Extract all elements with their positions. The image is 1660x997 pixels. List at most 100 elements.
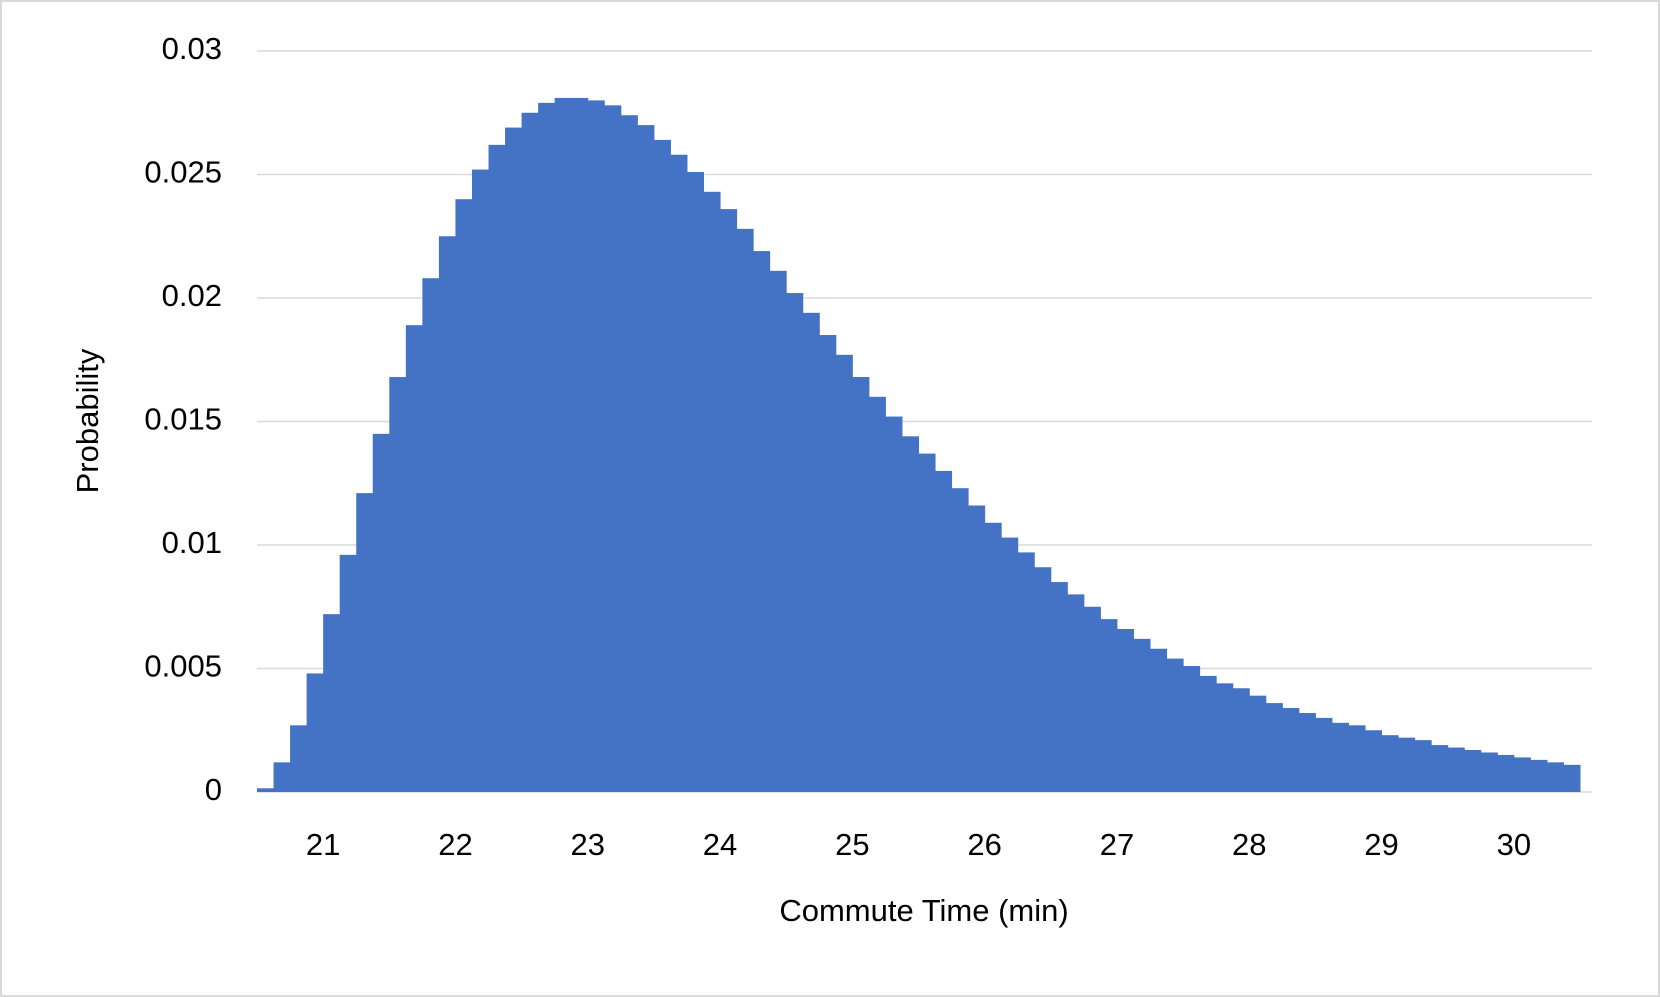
bar	[1199, 675, 1217, 792]
bar	[1530, 759, 1548, 792]
bar	[323, 614, 341, 792]
x-tick-label: 21	[306, 827, 340, 862]
bar	[587, 100, 605, 792]
bar	[290, 725, 308, 792]
x-tick-label: 26	[967, 827, 1001, 862]
bar	[1083, 606, 1101, 792]
bar	[637, 125, 655, 793]
x-axis-title: Commute Time (min)	[779, 893, 1068, 928]
bar	[1497, 754, 1515, 792]
bar	[1166, 658, 1184, 792]
bar	[356, 493, 374, 792]
x-tick-label: 23	[571, 827, 605, 862]
bar	[1067, 594, 1085, 792]
bar	[935, 470, 953, 792]
bar	[852, 377, 870, 792]
bar	[819, 335, 837, 792]
y-tick-label: 0	[205, 772, 222, 807]
bar	[1563, 764, 1581, 792]
bar	[753, 251, 771, 792]
bar	[1249, 695, 1267, 792]
bar	[488, 144, 506, 793]
bar	[1216, 683, 1234, 792]
bar	[1331, 722, 1349, 792]
bar	[405, 325, 423, 792]
bar	[1282, 708, 1300, 792]
bar	[306, 673, 324, 792]
bar	[1365, 730, 1383, 792]
bar	[1315, 717, 1333, 792]
y-axis-title: Probability	[70, 348, 105, 493]
x-tick-label: 29	[1364, 827, 1398, 862]
bar	[1034, 567, 1052, 792]
x-tick-label: 25	[835, 827, 869, 862]
y-tick-label: 0.005	[144, 649, 222, 684]
bar	[1232, 688, 1250, 792]
x-tick-label: 30	[1497, 827, 1531, 862]
bar	[620, 115, 638, 793]
bar	[868, 396, 886, 792]
bar	[1546, 762, 1564, 792]
bar	[273, 762, 291, 792]
bar	[1150, 648, 1168, 792]
bar	[918, 453, 936, 792]
bar	[1381, 735, 1399, 792]
bar	[802, 312, 820, 792]
bar	[720, 209, 738, 792]
bar	[422, 278, 440, 792]
bar	[1480, 752, 1498, 792]
bar	[769, 270, 787, 793]
bar	[1414, 740, 1432, 792]
bar	[653, 139, 671, 793]
bar	[372, 433, 390, 792]
bar	[670, 154, 688, 793]
bar	[968, 505, 986, 792]
bar	[736, 228, 754, 793]
bar	[505, 127, 523, 792]
bar	[389, 377, 407, 792]
bar	[1464, 750, 1482, 792]
bar	[786, 293, 804, 792]
bar	[1431, 745, 1449, 792]
bar	[984, 522, 1002, 792]
y-tick-label: 0.03	[162, 31, 222, 66]
bar	[1100, 619, 1118, 792]
bar	[554, 97, 572, 793]
bar	[471, 169, 490, 792]
bar	[339, 554, 357, 792]
bar	[1116, 628, 1134, 792]
bar	[885, 416, 903, 792]
bar	[1298, 712, 1316, 792]
y-tick-label: 0.02	[162, 278, 222, 313]
bar	[703, 191, 721, 793]
bar	[951, 488, 969, 792]
bar	[1265, 703, 1283, 792]
bar	[1447, 747, 1465, 792]
bar	[1183, 666, 1201, 792]
bar	[571, 97, 589, 793]
x-tick-label: 28	[1232, 827, 1266, 862]
y-tick-label: 0.015	[144, 402, 222, 437]
bar	[604, 105, 622, 793]
bar	[521, 112, 539, 792]
y-tick-label: 0.025	[144, 155, 222, 190]
bar	[1513, 757, 1531, 792]
y-tick-label: 0.01	[162, 525, 222, 560]
bar	[1001, 537, 1019, 792]
bar	[538, 102, 556, 793]
bar	[901, 436, 919, 792]
bar	[1017, 552, 1035, 792]
bar	[257, 788, 275, 792]
bar	[438, 236, 456, 792]
bar	[1050, 582, 1068, 792]
x-tick-label: 24	[703, 827, 737, 862]
bar	[686, 172, 705, 792]
x-tick-label: 27	[1100, 827, 1134, 862]
bar	[1133, 638, 1151, 792]
bar	[1348, 725, 1366, 792]
bar	[835, 354, 853, 792]
bar	[1398, 737, 1416, 792]
bar	[455, 199, 473, 792]
